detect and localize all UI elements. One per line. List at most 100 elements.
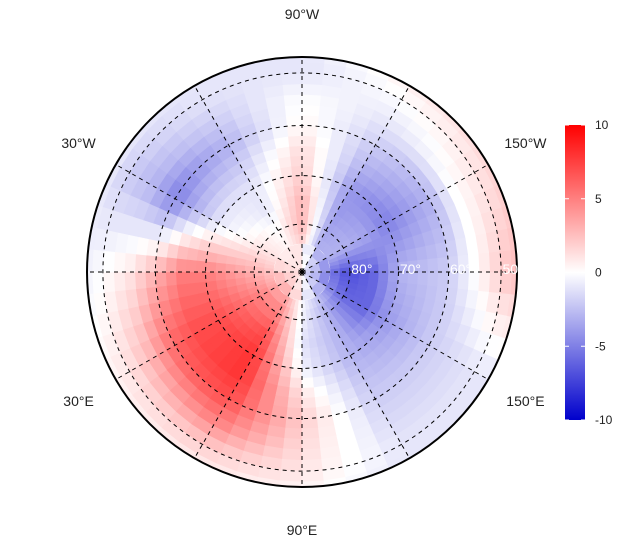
heat-cell [281,83,303,96]
heat-cell [286,125,303,137]
meridian-line [188,75,303,273]
heat-cell [301,357,313,369]
parallel-line [253,223,351,321]
heat-cell [489,271,502,294]
heat-cell [291,175,303,187]
heat-cell [301,469,325,483]
heat-cell [301,83,323,96]
heat-cell [301,417,319,430]
heat-cell [205,271,217,283]
heat-cell [301,185,312,196]
lat-label: 70° [400,261,421,277]
heat-cell [301,448,323,461]
heat-cell [175,258,187,273]
heat-cell [378,262,389,273]
heat-cell [253,266,265,273]
heat-cell [175,271,187,286]
colorbar-tick-label: 0 [595,266,602,280]
colorbar-tick-label: -10 [595,413,613,427]
heat-cell [144,255,157,273]
heat-cell [263,267,274,273]
heat-cell [287,397,303,409]
lon-label: 30°E [63,393,94,409]
meridian-line [301,271,416,469]
heat-cell [224,263,236,273]
heat-cell [123,271,136,291]
heat-cell [301,61,325,75]
heat-cell [301,348,312,359]
heat-cell [301,427,320,440]
heat-cell [489,250,502,273]
heat-cell [339,271,351,278]
heat-cell [295,319,303,330]
heat-cell [155,271,167,288]
heat-cell [289,377,303,389]
heat-cell [280,72,303,85]
heat-cell [113,251,126,273]
lon-label: 150°W [504,135,547,151]
heat-cell [155,256,167,273]
heat-cell [478,251,491,273]
heat-cell [301,165,314,177]
heat-cell [113,271,126,293]
heat-cell [165,271,177,287]
heat-cell [301,114,319,127]
heat-cell [376,279,389,291]
heat-cell [205,261,217,273]
heat-cell [165,257,177,273]
meridian-line [188,271,303,469]
heat-cell [244,265,255,273]
lon-label: 150°E [506,393,544,409]
meridian-line [301,75,416,273]
heat-cell [387,261,399,273]
heat-cell [478,271,491,293]
heat-cell [144,271,157,289]
heat-cell [284,104,303,117]
map-boundary [86,56,518,488]
heat-cell [301,223,308,235]
heat-cell [291,357,303,369]
heat-cell [301,387,316,399]
heat-cell [285,114,303,127]
lat-label: 80° [351,261,372,277]
heat-cell [301,104,320,117]
heat-cell [134,271,147,290]
heat-cell [301,145,316,157]
heat-cell [301,214,309,225]
heat-cell [91,249,105,273]
heat-cell [301,204,310,216]
heat-cell [195,271,207,284]
heat-cell [427,257,439,273]
heat-cell [301,377,315,389]
lon-label: 90°W [285,6,320,22]
heat-cell [301,367,314,379]
heat-cell [279,61,303,75]
heat-cell [437,256,449,273]
lon-label: 30°W [61,135,96,151]
heat-cell [185,259,197,273]
meridian-line [105,271,303,386]
heat-cell [102,250,115,273]
heat-cell [294,328,303,340]
heat-cell [309,185,321,198]
colorbar [565,125,585,420]
heat-cell [195,260,207,273]
heat-cell [301,135,317,147]
heat-cell [287,135,303,147]
parallel-line [102,72,502,472]
heat-cell [292,348,303,359]
heat-cell [290,367,303,379]
heat-cell [293,194,303,206]
heat-cell [330,271,341,277]
heat-cell [224,271,236,281]
heat-cell [215,271,226,282]
heat-cell [288,387,303,399]
heat-cell [281,448,303,461]
lat-label: 50° [503,261,524,277]
heat-cell [301,233,307,244]
heat-cell [301,125,318,137]
heat-cell [301,155,315,167]
heat-cell [283,93,303,106]
heat-cell [301,407,318,419]
heat-cell [301,72,324,85]
